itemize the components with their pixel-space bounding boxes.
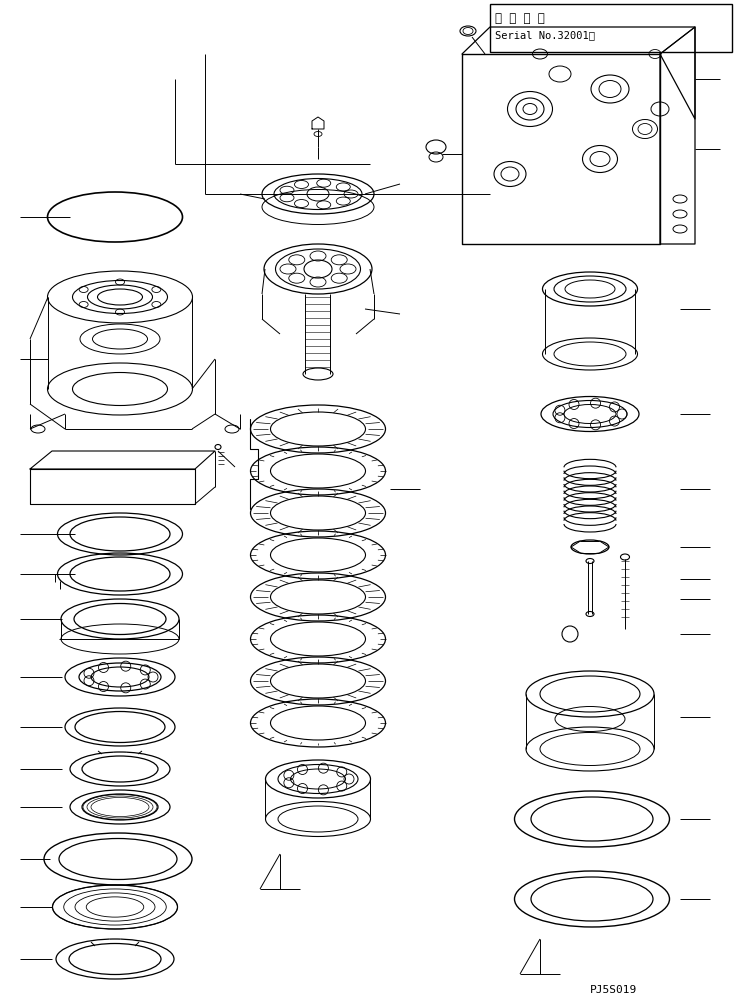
Text: PJ5S019: PJ5S019 <box>590 984 638 994</box>
Bar <box>490 5 732 53</box>
Text: 適 用 号 機: 適 用 号 機 <box>495 12 545 25</box>
Text: Serial No.32001～: Serial No.32001～ <box>495 30 595 40</box>
